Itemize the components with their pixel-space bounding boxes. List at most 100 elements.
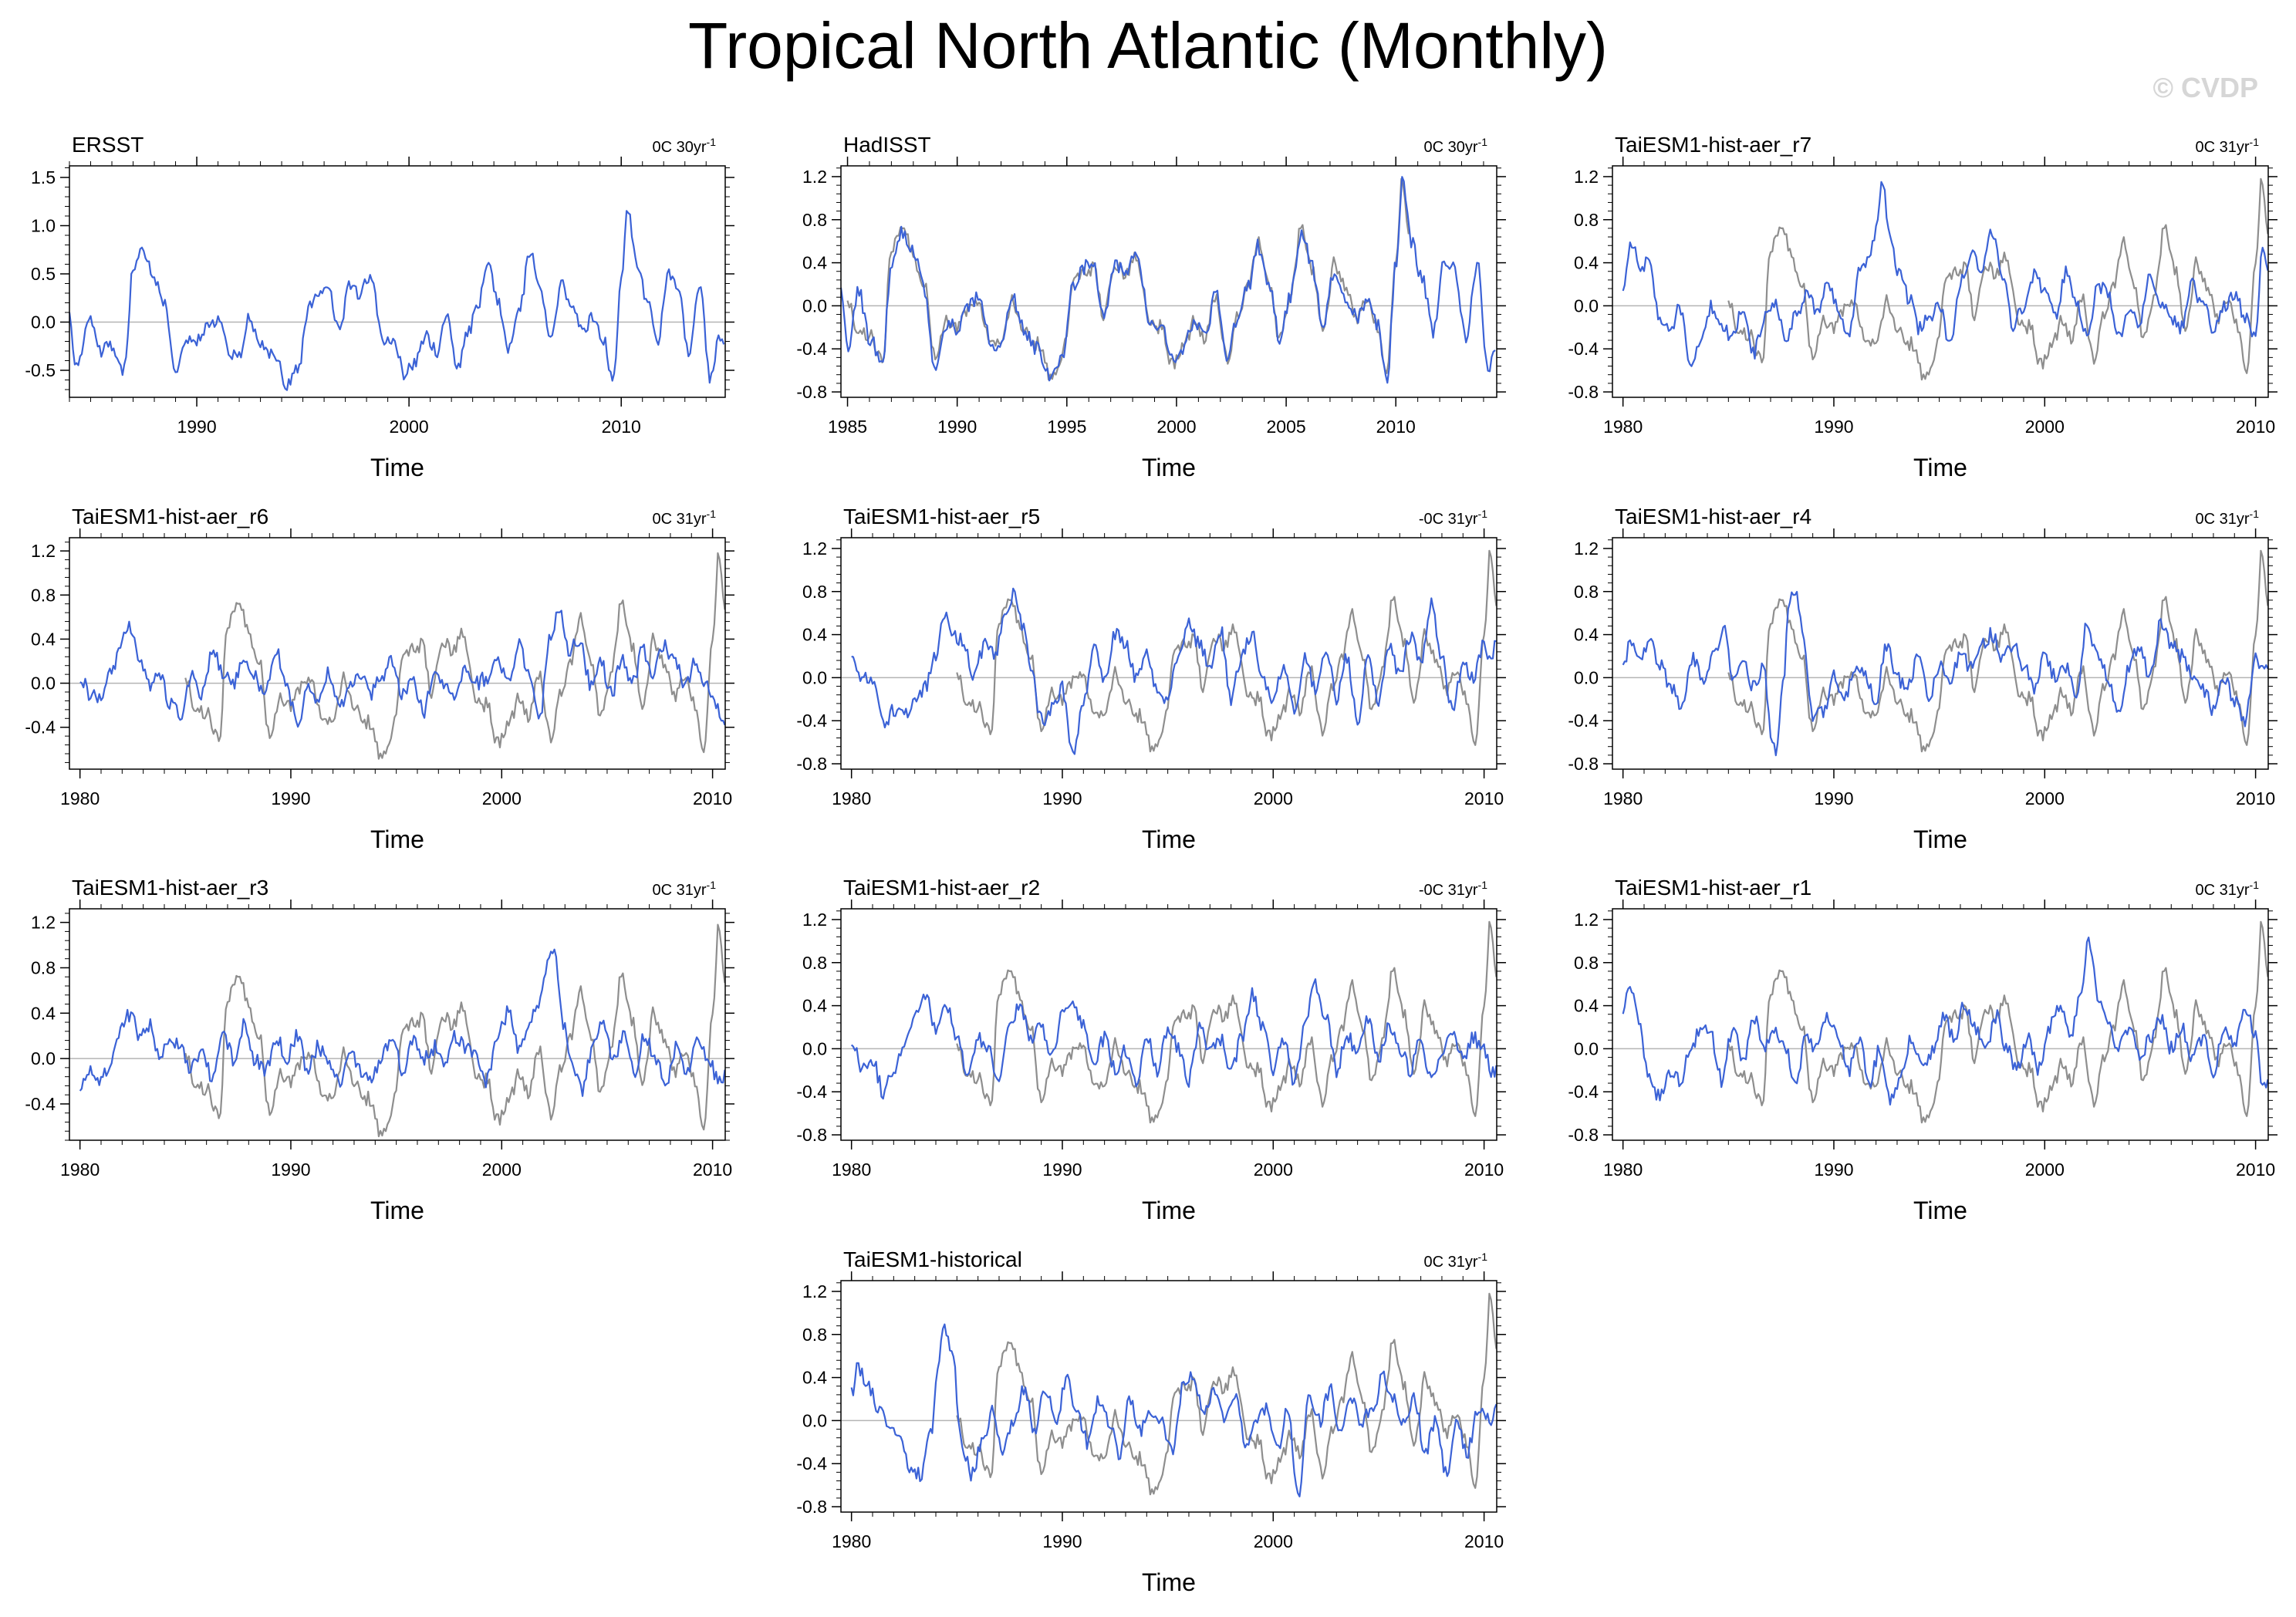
chart-panel: TaiESM1-hist-aer_r4 0C 31yr-1 -0.8 -0.4 0.0 0… xyxy=(1568,505,2277,853)
panel-title: TaiESM1-hist-aer_r2 xyxy=(843,876,1040,900)
model-series-line xyxy=(1622,591,2268,757)
y-tick-label: -0.4 xyxy=(796,339,827,359)
y-tick-label: 0.8 xyxy=(31,585,56,605)
y-tick-label: 1.2 xyxy=(802,1281,827,1301)
y-tick-label: 1.5 xyxy=(31,167,56,187)
x-tick-label: 2000 xyxy=(390,417,429,437)
y-tick-label: 0.4 xyxy=(802,1368,827,1388)
model-series-line xyxy=(850,1323,1497,1497)
chart-panel: TaiESM1-hist-aer_r2 -0C 31yr-1 -0.8 -0.4 0.0… xyxy=(796,876,1506,1224)
trend-exponent: -1 xyxy=(1478,136,1488,148)
x-tick-label: 2010 xyxy=(1376,417,1416,437)
y-tick-label: 0.4 xyxy=(802,996,827,1016)
x-tick-label: 1980 xyxy=(832,1531,871,1551)
x-tick-label: 1990 xyxy=(1814,788,1853,808)
plot-frame xyxy=(69,537,726,770)
y-tick-label: 0.5 xyxy=(31,264,56,284)
trend-value: 0C 31yr xyxy=(2196,882,2250,899)
x-tick-label: 2000 xyxy=(2025,417,2065,437)
plot-frame xyxy=(840,165,1497,398)
trend-label: 0C 31yr-1 xyxy=(2196,879,2260,899)
y-tick-label: 0.0 xyxy=(802,667,827,687)
panel-title: ERSST xyxy=(72,133,144,157)
y-tick-label: -0.8 xyxy=(796,1125,827,1145)
x-tick-label: 2000 xyxy=(1254,788,1293,808)
trend-value: 0C 31yr xyxy=(653,882,707,899)
y-tick-label: 1.2 xyxy=(1574,167,1599,187)
trend-value: -0C 31yr xyxy=(1419,882,1478,899)
model-series-line xyxy=(1622,181,2268,367)
trend-value: 0C 31yr xyxy=(653,511,707,528)
series-group xyxy=(850,920,1497,1124)
chart-panel: TaiESM1-hist-aer_r1 0C 31yr-1 -0.8 -0.4 0.0 0… xyxy=(1568,876,2277,1224)
observed-series-line xyxy=(184,552,725,760)
trend-label: -0C 31yr-1 xyxy=(1419,879,1487,899)
trend-exponent: -1 xyxy=(1478,508,1488,520)
observed-series-line xyxy=(1727,177,2268,381)
plot-frame xyxy=(1612,165,2269,398)
x-tick-label: 1980 xyxy=(60,1160,100,1180)
trend-exponent: -1 xyxy=(2250,136,2260,148)
x-tick-label: 1995 xyxy=(1047,417,1086,437)
y-tick-label: 0.8 xyxy=(802,582,827,602)
trend-label: 0C 31yr-1 xyxy=(653,508,717,528)
chart-panel: TaiESM1-hist-aer_r6 0C 31yr-1 -0.4 0.0 0.4 0.… xyxy=(25,505,734,853)
x-tick-label: 1980 xyxy=(1603,417,1643,437)
panel-title: HadISST xyxy=(843,133,931,157)
y-tick-label: -0.8 xyxy=(1568,1125,1599,1145)
observed-series-line xyxy=(184,923,725,1138)
y-tick-label: 0.0 xyxy=(802,1410,827,1430)
y-tick-label: -0.8 xyxy=(1568,382,1599,402)
y-tick-label: -0.8 xyxy=(796,1497,827,1517)
x-tick-label: 2000 xyxy=(482,1160,522,1180)
series-group xyxy=(841,176,1496,384)
trend-value: 0C 30yr xyxy=(1424,139,1478,156)
y-tick-label: -0.4 xyxy=(796,1453,827,1474)
x-tick-label: 1980 xyxy=(1603,1160,1643,1180)
x-axis-title: Time xyxy=(1142,454,1196,481)
observed-series-line xyxy=(956,1292,1497,1496)
trend-exponent: -1 xyxy=(707,136,717,148)
y-tick-label: 0.4 xyxy=(1574,625,1599,645)
trend-value: 0C 30yr xyxy=(653,139,707,156)
series-group xyxy=(850,1292,1497,1497)
trend-label: 0C 31yr-1 xyxy=(653,879,717,899)
plot-frame xyxy=(69,908,726,1141)
series-group xyxy=(79,552,725,760)
x-axis-title: Time xyxy=(1142,1568,1196,1596)
model-series-line xyxy=(79,948,725,1097)
y-tick-label: 0.8 xyxy=(31,957,56,977)
trend-label: -0C 31yr-1 xyxy=(1419,508,1487,528)
series-group xyxy=(1622,920,2268,1124)
model-series-line xyxy=(69,210,725,391)
y-tick-label: 0.0 xyxy=(1574,295,1599,316)
x-axis-title: Time xyxy=(370,454,424,481)
x-tick-label: 2000 xyxy=(1254,1531,1293,1551)
trend-exponent: -1 xyxy=(2250,879,2260,891)
y-tick-label: 0.4 xyxy=(802,625,827,645)
y-tick-label: 0.0 xyxy=(1574,1038,1599,1058)
series-group xyxy=(1622,549,2268,757)
y-tick-label: 1.2 xyxy=(802,538,827,559)
chart-panel: ERSST 0C 30yr-1 -0.5 0.0 0.5 1.0 1.5 1990 2000 20… xyxy=(25,133,734,481)
x-tick-label: 2010 xyxy=(2236,1160,2275,1180)
y-tick-label: 1.2 xyxy=(31,541,56,561)
x-tick-label: 1990 xyxy=(1042,1531,1082,1551)
y-tick-label: 0.4 xyxy=(1574,996,1599,1016)
observed-series-line xyxy=(1727,920,2268,1124)
y-tick-label: 1.0 xyxy=(31,216,56,236)
series-group xyxy=(851,549,1497,755)
panel-title: TaiESM1-hist-aer_r5 xyxy=(843,505,1040,528)
model-series-line xyxy=(850,978,1497,1100)
y-tick-label: 1.2 xyxy=(1574,910,1599,930)
y-tick-label: -0.8 xyxy=(796,754,827,774)
y-tick-label: 0.0 xyxy=(1574,667,1599,687)
y-tick-label: 0.8 xyxy=(802,1325,827,1345)
plot-frame xyxy=(840,537,1497,770)
model-series-line xyxy=(1622,937,2268,1106)
y-tick-label: 0.8 xyxy=(1574,953,1599,973)
panel-title: TaiESM1-hist-aer_r4 xyxy=(1615,505,1811,528)
y-tick-label: 0.0 xyxy=(31,673,56,694)
